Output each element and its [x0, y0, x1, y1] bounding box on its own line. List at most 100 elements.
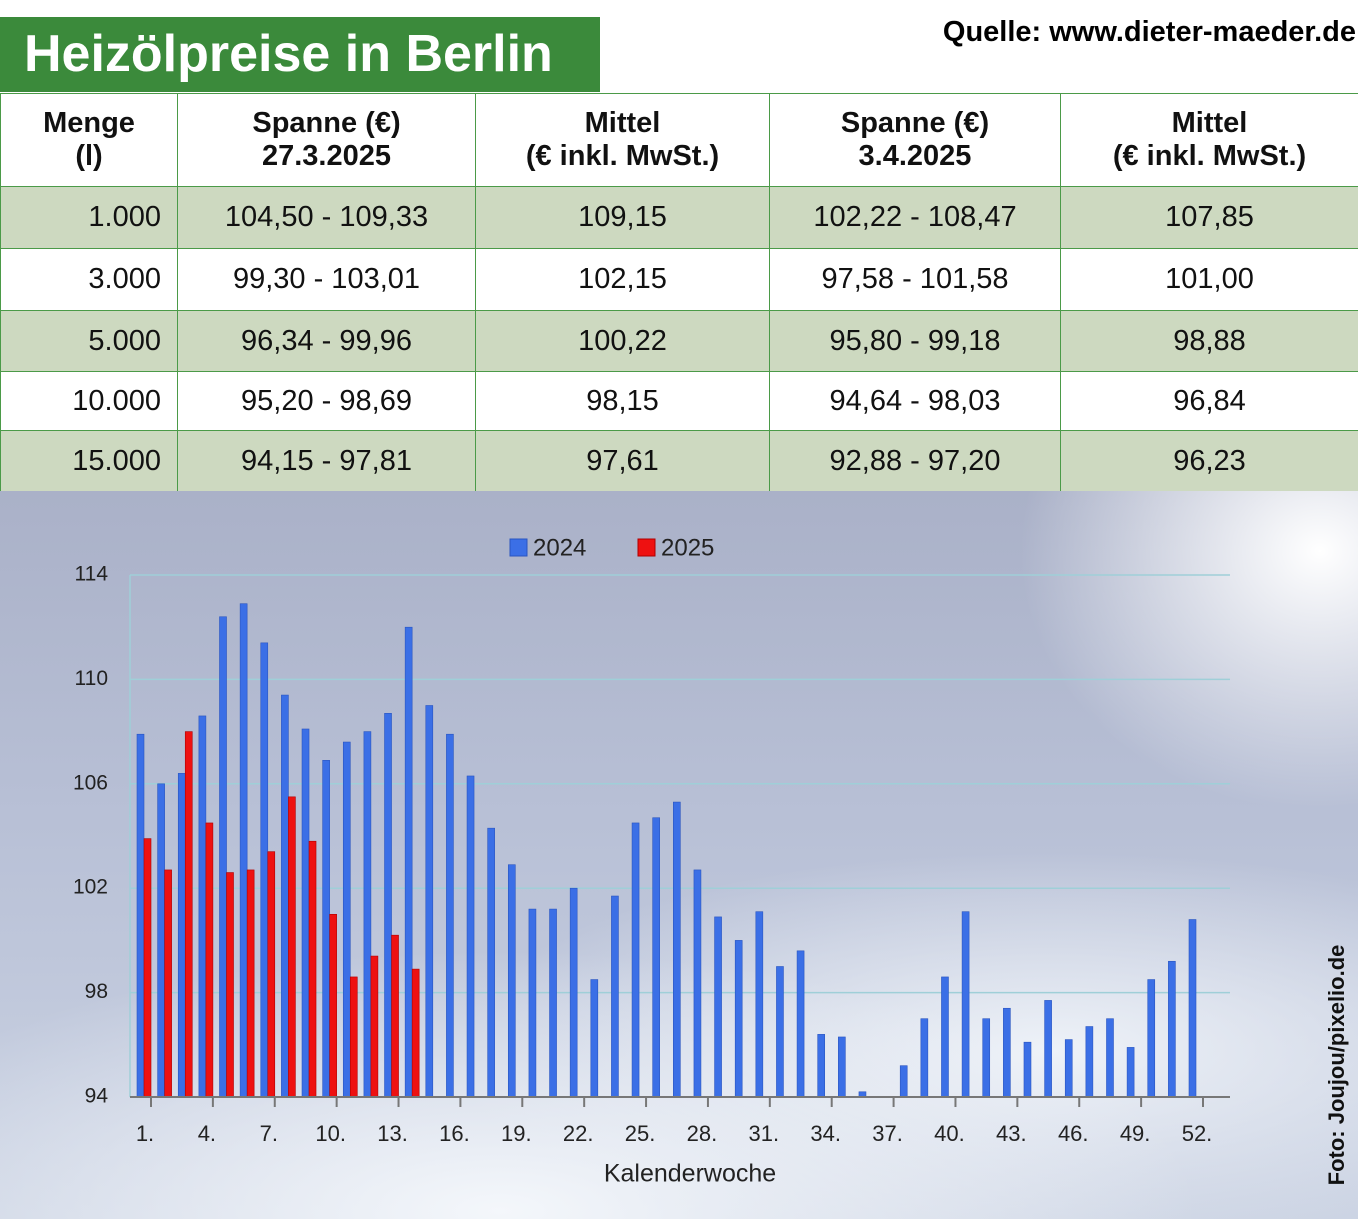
- bar: [136, 733, 145, 1098]
- y-tick-label: 94: [85, 1085, 109, 1108]
- bar: [391, 934, 399, 1098]
- bar: [184, 731, 193, 1098]
- bar: [267, 851, 276, 1098]
- bar: [446, 733, 454, 1098]
- x-tick-label: 46.: [1058, 1121, 1089, 1146]
- bar: [308, 840, 317, 1098]
- x-tick-label: 43.: [996, 1121, 1027, 1146]
- bar: [507, 864, 516, 1098]
- x-tick-label: 40.: [934, 1121, 965, 1146]
- bar: [322, 760, 330, 1098]
- table-cell: 92,88 - 97,20: [769, 430, 1061, 492]
- bar: [755, 911, 764, 1098]
- bar: [384, 713, 392, 1098]
- bar: [920, 1018, 929, 1098]
- bar: [205, 822, 214, 1098]
- x-tick-label: 37.: [872, 1121, 903, 1146]
- legend-swatch: [509, 538, 528, 557]
- x-tick-label: 13.: [377, 1121, 408, 1146]
- bar: [1126, 1047, 1135, 1098]
- bar: [941, 976, 949, 1098]
- bar: [370, 955, 379, 1098]
- table-cell: 98,15: [475, 371, 770, 431]
- bar: [246, 869, 255, 1098]
- header-text: 3.4.2025: [858, 140, 972, 172]
- table-cell: 95,20 - 98,69: [177, 371, 476, 431]
- bar: [301, 728, 310, 1098]
- x-tick-label: 49.: [1120, 1121, 1151, 1146]
- x-axis-label: Kalenderwoche: [604, 1160, 776, 1188]
- bar: [673, 801, 681, 1098]
- header-text: Spanne (€): [252, 107, 401, 139]
- bar: [1085, 1026, 1094, 1098]
- table-cell: 109,15: [475, 186, 770, 249]
- bar: [177, 773, 186, 1098]
- header-cell: Spanne (€) 3.4.2025: [769, 93, 1061, 187]
- bar: [363, 731, 372, 1098]
- bar: [693, 869, 702, 1098]
- bar: [198, 715, 207, 1098]
- table-cell: 96,23: [1060, 430, 1358, 492]
- x-tick-label: 34.: [810, 1121, 841, 1146]
- bar: [817, 1034, 826, 1098]
- table-cell: 96,84: [1060, 371, 1358, 431]
- bar: [219, 616, 227, 1098]
- bar: [349, 976, 358, 1098]
- bar: [1188, 919, 1197, 1098]
- bar: [838, 1036, 846, 1098]
- bar: [157, 783, 165, 1098]
- x-tick-label: 16.: [439, 1121, 470, 1146]
- table-cell: 97,58 - 101,58: [769, 248, 1061, 311]
- bar: [226, 872, 234, 1098]
- bar: [611, 895, 619, 1098]
- x-tick-label: 19.: [501, 1121, 532, 1146]
- header-text: Menge: [43, 107, 135, 139]
- x-tick-label: 10.: [315, 1121, 346, 1146]
- bar: [288, 796, 296, 1098]
- table-cell: 100,22: [475, 310, 770, 372]
- bar: [1023, 1041, 1032, 1098]
- header-text: Mittel: [584, 107, 661, 139]
- header-text: (€ inkl. MwSt.): [525, 140, 720, 172]
- bar: [425, 705, 434, 1098]
- bar: [466, 775, 475, 1098]
- table-cell: 96,34 - 99,96: [177, 310, 476, 372]
- bar: [1003, 1007, 1011, 1098]
- bar: [487, 827, 495, 1098]
- bar: [899, 1065, 908, 1098]
- bar: [143, 838, 152, 1098]
- bar: [528, 908, 537, 1098]
- y-tick-label: 114: [75, 563, 109, 586]
- bar: [1106, 1018, 1114, 1098]
- table-cell: 95,80 - 99,18: [769, 310, 1061, 372]
- bar: [961, 911, 970, 1098]
- x-tick-label: 4.: [198, 1121, 216, 1146]
- table-cell: 104,50 - 109,33: [177, 186, 476, 249]
- x-tick-label: 52.: [1182, 1121, 1213, 1146]
- table-cell: 101,00: [1060, 248, 1358, 311]
- table-cell: 102,22 - 108,47: [769, 186, 1061, 249]
- x-tick-label: 25.: [625, 1121, 656, 1146]
- header-text: 27.3.2025: [261, 140, 391, 172]
- bar: [404, 626, 413, 1098]
- source: Quelle: www.dieter-maeder.de: [942, 16, 1356, 48]
- table-cell: 98,88: [1060, 310, 1358, 372]
- bar: [631, 822, 640, 1098]
- table-cell: 97,61: [475, 430, 770, 492]
- bar: [590, 979, 599, 1098]
- x-tick-label: 28.: [687, 1121, 718, 1146]
- table-cell: 107,85: [1060, 186, 1358, 249]
- legend-label: 2025: [661, 534, 714, 561]
- bar: [1168, 960, 1176, 1098]
- y-tick-label: 106: [73, 771, 108, 794]
- title: Heizölpreise in Berlin: [0, 17, 600, 92]
- header-text: Mittel: [1171, 107, 1248, 139]
- bar: [1147, 979, 1156, 1098]
- photo-credit: Foto: Joujou/pixelio.de: [1324, 945, 1349, 1186]
- header-cell: Mittel (€ inkl. MwSt.): [1060, 93, 1358, 187]
- x-tick-label: 7.: [260, 1121, 278, 1146]
- bar: [281, 694, 289, 1098]
- bar: [714, 916, 722, 1098]
- legend-label: 2024: [533, 534, 586, 561]
